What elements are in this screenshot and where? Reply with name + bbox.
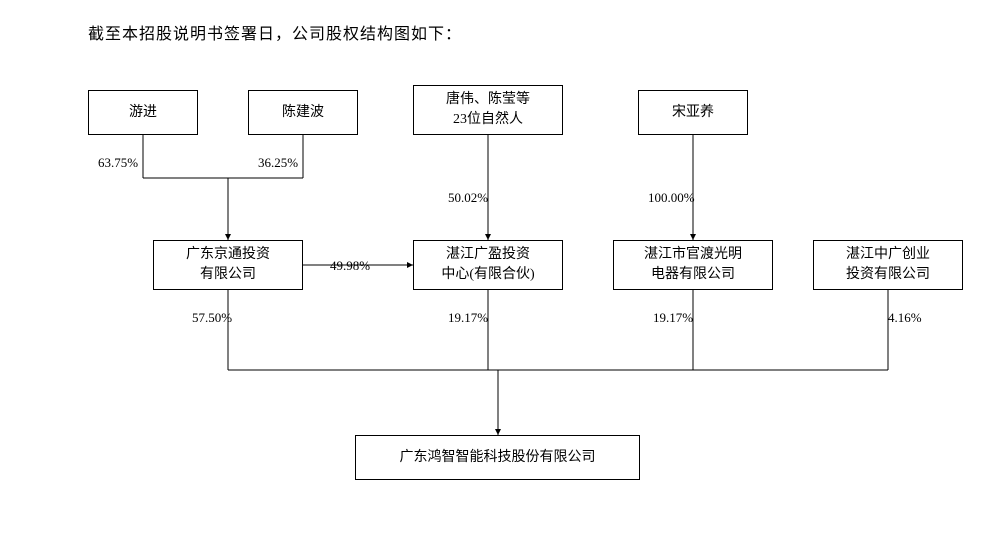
node-guandu-guangming: 湛江市官渡光明电器有限公司 [613,240,773,290]
node-youjin: 游进 [88,90,198,135]
node-label: 游进 [129,103,157,123]
node-label: 广东京通投资有限公司 [186,245,270,284]
pct-4-16: 4.16% [888,310,922,326]
node-label: 湛江广盈投资中心(有限合伙) [441,245,534,284]
node-hongzhi-target: 广东鸿智智能科技股份有限公司 [355,435,640,480]
pct-36-25: 36.25% [258,155,298,171]
node-songyayang: 宋亚养 [638,90,748,135]
node-zhongguang-chuangye: 湛江中广创业投资有限公司 [813,240,963,290]
pct-100-00: 100.00% [648,190,695,206]
pct-63-75: 63.75% [98,155,138,171]
node-label: 广东鸿智智能科技股份有限公司 [400,448,596,468]
node-label: 唐伟、陈莹等23位自然人 [446,90,530,129]
pct-57-50: 57.50% [192,310,232,326]
pct-19-17-a: 19.17% [448,310,488,326]
node-label: 宋亚养 [672,103,714,123]
node-tangwei-etc: 唐伟、陈莹等23位自然人 [413,85,563,135]
node-label: 陈建波 [282,103,324,123]
pct-19-17-b: 19.17% [653,310,693,326]
node-chenjianbo: 陈建波 [248,90,358,135]
node-jingtong-invest: 广东京通投资有限公司 [153,240,303,290]
node-guangying-invest: 湛江广盈投资中心(有限合伙) [413,240,563,290]
page-title: 截至本招股说明书签署日，公司股权结构图如下： [88,20,462,44]
node-label: 湛江中广创业投资有限公司 [846,245,930,284]
node-label: 湛江市官渡光明电器有限公司 [644,245,742,284]
pct-50-02: 50.02% [448,190,488,206]
pct-49-98: 49.98% [330,258,370,274]
